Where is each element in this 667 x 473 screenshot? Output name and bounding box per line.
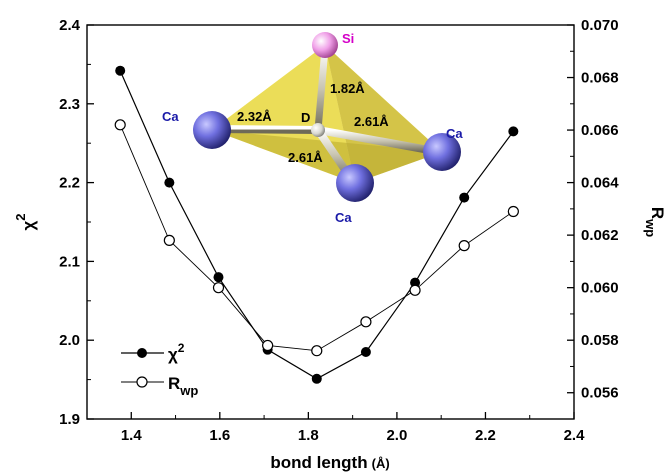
left-y-tick-label: 2.3 — [59, 96, 80, 113]
right-y-tick-label: 0.062 — [581, 227, 619, 244]
x-tick-label: 2.2 — [475, 427, 496, 444]
left-y-tick-label: 2.4 — [59, 17, 81, 34]
data-point-chi2 — [115, 65, 126, 76]
right-y-tick-label: 0.070 — [581, 17, 619, 34]
tetrahedron-base — [212, 130, 442, 183]
data-point-rwp — [507, 205, 519, 218]
left-y-axis-title: χ2 — [13, 213, 38, 230]
data-point-chi2 — [410, 277, 421, 288]
atom-label-ca-front: Ca — [335, 210, 352, 225]
left-y-tick-label: 1.9 — [59, 411, 80, 428]
right-y-tick-label: 0.060 — [581, 280, 619, 297]
x-tick-label: 1.6 — [209, 427, 230, 444]
right-y-axis-ticks: 0.056 0.058 0.060 0.062 0.064 0.066 0.068 0.070 — [567, 17, 619, 402]
right-y-tick-label: 0.064 — [581, 175, 619, 192]
bond-label-si: 1.82Å — [330, 81, 365, 96]
x-tick-label: 1.8 — [298, 427, 319, 444]
bond-label-ca-left: 2.32Å — [237, 109, 272, 124]
left-y-axis-ticks: 1.9 2.0 2.1 2.2 2.3 2.4 — [59, 17, 94, 428]
data-point-rwp — [360, 316, 372, 328]
data-point-rwp — [163, 234, 175, 246]
right-y-tick-label: 0.068 — [581, 70, 619, 87]
data-point-rwp — [114, 119, 126, 131]
legend: χ2 Rwp — [121, 341, 198, 398]
atom-ca-right — [423, 133, 461, 171]
x-tick-label: 2.0 — [386, 427, 407, 444]
inset-structure: Si Ca Ca Ca D 2.32Å 1.82Å 2.61Å 2.61Å — [162, 31, 463, 225]
left-y-tick-label: 2.2 — [59, 175, 80, 192]
legend-marker-chi2 — [137, 348, 147, 358]
left-y-tick-label: 2.0 — [59, 332, 80, 349]
data-point-chi2 — [311, 373, 322, 384]
bond-label-ca-right: 2.61Å — [354, 114, 389, 129]
atom-label-si: Si — [342, 31, 354, 46]
bond-d-ca-right — [314, 126, 444, 156]
data-point-rwp — [409, 284, 421, 296]
atom-label-d: D — [301, 110, 310, 125]
data-point-chi2 — [164, 177, 175, 188]
x-tick-label: 1.4 — [121, 427, 143, 444]
data-point-chi2 — [459, 192, 470, 203]
atom-si — [312, 32, 338, 58]
data-point-rwp — [212, 282, 225, 294]
bond-label-ca-front: 2.61Å — [288, 150, 323, 165]
bond-d-si — [314, 44, 329, 134]
left-y-tick-label: 2.1 — [59, 253, 80, 270]
data-point-chi2 — [213, 272, 224, 283]
x-axis-title: bond length (Å) — [270, 453, 389, 472]
data-point-rwp — [311, 345, 323, 357]
atom-ca-left — [193, 111, 231, 149]
atom-d — [311, 123, 325, 137]
right-y-tick-label: 0.066 — [581, 122, 619, 139]
x-axis-ticks: 1.4 1.6 1.8 2.0 2.2 2.4 — [121, 412, 585, 444]
data-point-rwp — [458, 240, 470, 252]
data-point-rwp — [262, 339, 274, 352]
series-layer — [114, 65, 519, 384]
right-y-axis-title: Rwp — [643, 207, 667, 237]
legend-label-rwp: Rwp — [168, 374, 198, 398]
bond-d-ca-left — [210, 125, 322, 134]
data-point-chi2 — [508, 126, 519, 137]
atom-label-ca-left: Ca — [162, 109, 179, 124]
right-y-tick-label: 0.056 — [581, 385, 619, 402]
right-y-tick-label: 0.058 — [581, 332, 619, 349]
atom-label-ca-right: Ca — [446, 126, 463, 141]
legend-label-chi2: χ2 — [168, 341, 185, 364]
data-point-chi2 — [360, 347, 371, 358]
legend-marker-rwp — [136, 376, 148, 388]
atom-ca-front — [336, 164, 374, 202]
x-tick-label: 2.4 — [564, 427, 586, 444]
